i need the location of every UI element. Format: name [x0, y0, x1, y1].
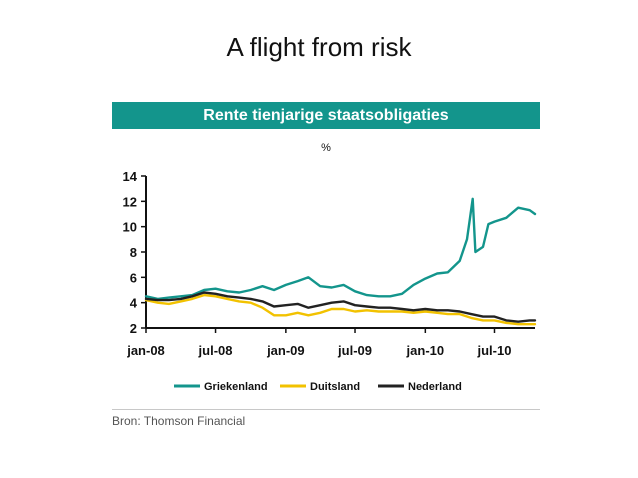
y-tick-label: 2 — [130, 321, 137, 336]
x-tick-label: jan-10 — [406, 343, 445, 358]
legend: Griekenland Duitsland Nederland — [174, 381, 462, 393]
x-tick-label: jul-10 — [477, 343, 512, 358]
unit-label: % — [321, 142, 331, 154]
y-tick-label: 10 — [123, 220, 137, 235]
legend-label: Griekenland — [204, 381, 268, 393]
axes: 2 4 6 8 10 12 14 jan-08 jul-08 jan-09 jul-09 jan-10… — [123, 169, 535, 358]
y-tick-label: 6 — [130, 270, 137, 285]
x-tick-label: jul-09 — [337, 343, 372, 358]
legend-label: Duitsland — [310, 381, 360, 393]
chart-title: Rente tienjarige staatsobligaties — [112, 102, 540, 129]
y-tick-label: 4 — [130, 296, 138, 311]
y-tick-label: 8 — [130, 245, 137, 260]
x-tick-label: jan-09 — [266, 343, 305, 358]
series-line-duitsland — [144, 293, 537, 326]
y-tick-label: 12 — [123, 194, 137, 209]
legend-label: Nederland — [408, 381, 462, 393]
series-line-griekenland — [144, 197, 537, 301]
source-note: Bron: Thomson Financial — [112, 414, 246, 428]
x-tick-label: jul-08 — [198, 343, 233, 358]
series-line-nederland — [144, 291, 537, 323]
series-lines — [144, 197, 537, 326]
x-tick-label: jan-08 — [126, 343, 165, 358]
y-tick-label: 14 — [123, 169, 138, 184]
source-divider — [112, 409, 540, 410]
slide-title: A flight from risk — [226, 32, 412, 62]
